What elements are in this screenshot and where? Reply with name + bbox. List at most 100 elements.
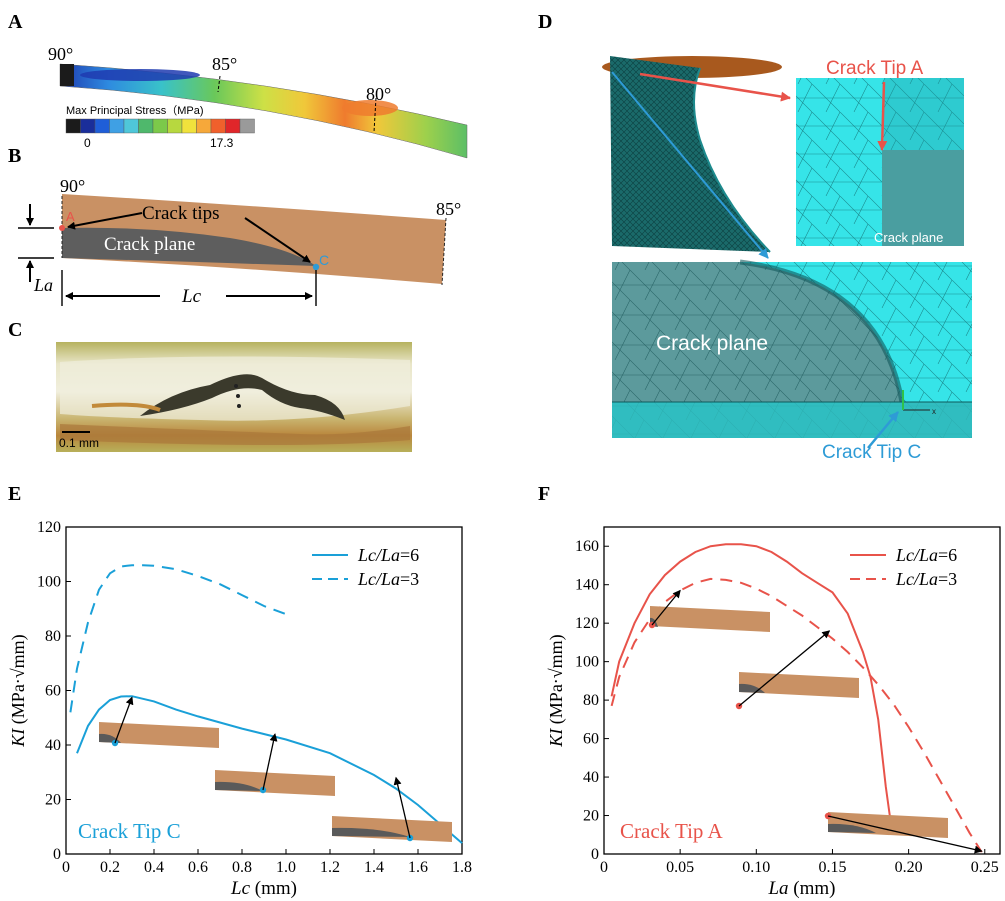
colorbar-swatch (181, 118, 197, 134)
x-tick-label: 0.6 (188, 859, 208, 876)
x-tick-label: 0.10 (742, 859, 770, 876)
y-tick-label: 140 (575, 577, 599, 594)
x-tick-label: 0.4 (144, 859, 164, 876)
plot-frame (603, 526, 1001, 855)
x-tick-label: 0.05 (666, 859, 694, 876)
x-axis-label: Lc (mm) (230, 878, 297, 899)
y-axis-label: KI (MPa·√mm) (8, 634, 29, 747)
crack-tip-a-label: Crack Tip A (826, 58, 923, 79)
y-tick-label: 60 (583, 731, 599, 748)
y-tick-label: 120 (37, 519, 61, 536)
beam-inset-crack (739, 683, 765, 693)
y-tick-label: 80 (583, 692, 599, 709)
angle-85-label: 85° (212, 54, 237, 74)
svg-text:x: x (932, 407, 936, 416)
colorbar-min-label: 0 (84, 136, 91, 150)
zoom-crack-plane-label: Crack plane (656, 332, 768, 355)
panel-label-e: E (8, 483, 21, 505)
inset-crack-plane-label: Crack plane (874, 230, 943, 245)
y-tick-label: 80 (45, 628, 61, 645)
pointer-arrow (827, 815, 983, 854)
beam-inset (99, 722, 219, 748)
x-tick-label: 0 (62, 859, 70, 876)
colorbar-swatch (65, 118, 81, 134)
beam-inset-crack (215, 781, 263, 791)
x-tick-label: 0.25 (971, 859, 999, 876)
colorbar-swatch (109, 118, 125, 134)
b-angle-90-label: 90° (60, 176, 85, 196)
beam-inset (739, 672, 859, 698)
pointer-arrow (393, 776, 411, 839)
x-tick-label: 0.20 (895, 859, 923, 876)
colorbar-swatch (225, 118, 241, 134)
beam-inset (650, 606, 770, 632)
y-tick-label: 60 (45, 683, 61, 700)
y-tick-label: 40 (45, 737, 61, 754)
colorbar-swatch (152, 118, 168, 134)
legend-label: Lc/La=6 (895, 545, 957, 565)
colorbar-swatch (167, 118, 183, 134)
series-line-ratio-6 (76, 695, 463, 844)
chart-f: 0 0.05 0.10 0.15 0.20 0.25 0 20 40 60 80 100 120 140 1… (546, 526, 1001, 899)
series-line-ratio-3 (69, 564, 287, 713)
colorbar-swatch (210, 118, 226, 134)
crack-plane-label: Crack plane (104, 234, 195, 255)
y-tick-label: 160 (575, 538, 599, 555)
x-tick-label: 1.8 (452, 859, 472, 876)
chart-f-corner-label: Crack Tip A (620, 819, 724, 843)
x-tick-label: 1.0 (276, 859, 296, 876)
legend-label: Lc/La=6 (357, 545, 419, 565)
angle-90-label: 90° (48, 44, 73, 64)
y-axis-label: KI (MPa·√mm) (546, 634, 567, 747)
x-tick-label: 0.8 (232, 859, 252, 876)
chart-e: 0 0.2 0.4 0.6 0.8 1.0 1.2 1.4 1.6 1.8 0 20 40 60 80 100… (8, 519, 472, 899)
panel-label-c: C (8, 319, 22, 341)
x-tick-label: 0 (600, 859, 608, 876)
colorbar-swatch (196, 118, 212, 134)
pointer-arrow (738, 630, 831, 707)
colorbar-swatch (80, 118, 96, 134)
fem-mesh-panel: x (602, 56, 972, 449)
legend-label: Lc/La=3 (895, 569, 957, 589)
panel-label-d: D (538, 11, 552, 33)
panel-label-a: A (8, 11, 23, 33)
y-tick-label: 0 (591, 846, 599, 863)
panel-label-b: B (8, 145, 21, 167)
y-tick-label: 20 (45, 792, 61, 809)
crack-schematic (18, 194, 447, 306)
tip-c-label: C (319, 252, 329, 268)
y-tick-label: 20 (583, 808, 599, 825)
scale-bar-label: 0.1 mm (59, 436, 99, 450)
panel-label-f: F (538, 483, 550, 505)
y-tick-label: 100 (37, 574, 61, 591)
tip-a-label: A (66, 209, 75, 224)
colorbar-swatch (123, 118, 139, 134)
x-tick-label: 1.4 (364, 859, 384, 876)
chart-e-corner-label: Crack Tip C (78, 819, 181, 843)
y-tick-label: 100 (575, 654, 599, 671)
colorbar-max-label: 17.3 (210, 136, 234, 150)
y-tick-label: 0 (53, 846, 61, 863)
colorbar-swatch (94, 118, 110, 134)
y-tick-label: 40 (583, 769, 599, 786)
crack-tips-label: Crack tips (142, 203, 220, 224)
stress-contour-beam (59, 63, 468, 159)
pointer-arrow (262, 733, 278, 791)
y-tick-label: 120 (575, 615, 599, 632)
colorbar (65, 118, 255, 134)
colorbar-title: Max Principal Stress（MPa) (66, 104, 204, 117)
series-line-ratio-3 (610, 577, 983, 853)
b-angle-85-label: 85° (436, 199, 461, 219)
colorbar-swatch (138, 118, 154, 134)
angle-80-label: 80° (366, 84, 391, 104)
la-dimension-label: La (33, 275, 53, 295)
beam-inset-crack (332, 827, 410, 837)
lc-dimension-label: Lc (181, 286, 202, 307)
micrograph-photo (56, 342, 412, 452)
pointer-arrow (114, 696, 134, 744)
beam-inset-crack (828, 823, 876, 833)
x-tick-label: 0.15 (818, 859, 846, 876)
crack-tip-c-label: Crack Tip C (822, 442, 921, 463)
series-line-ratio-6 (610, 543, 892, 820)
